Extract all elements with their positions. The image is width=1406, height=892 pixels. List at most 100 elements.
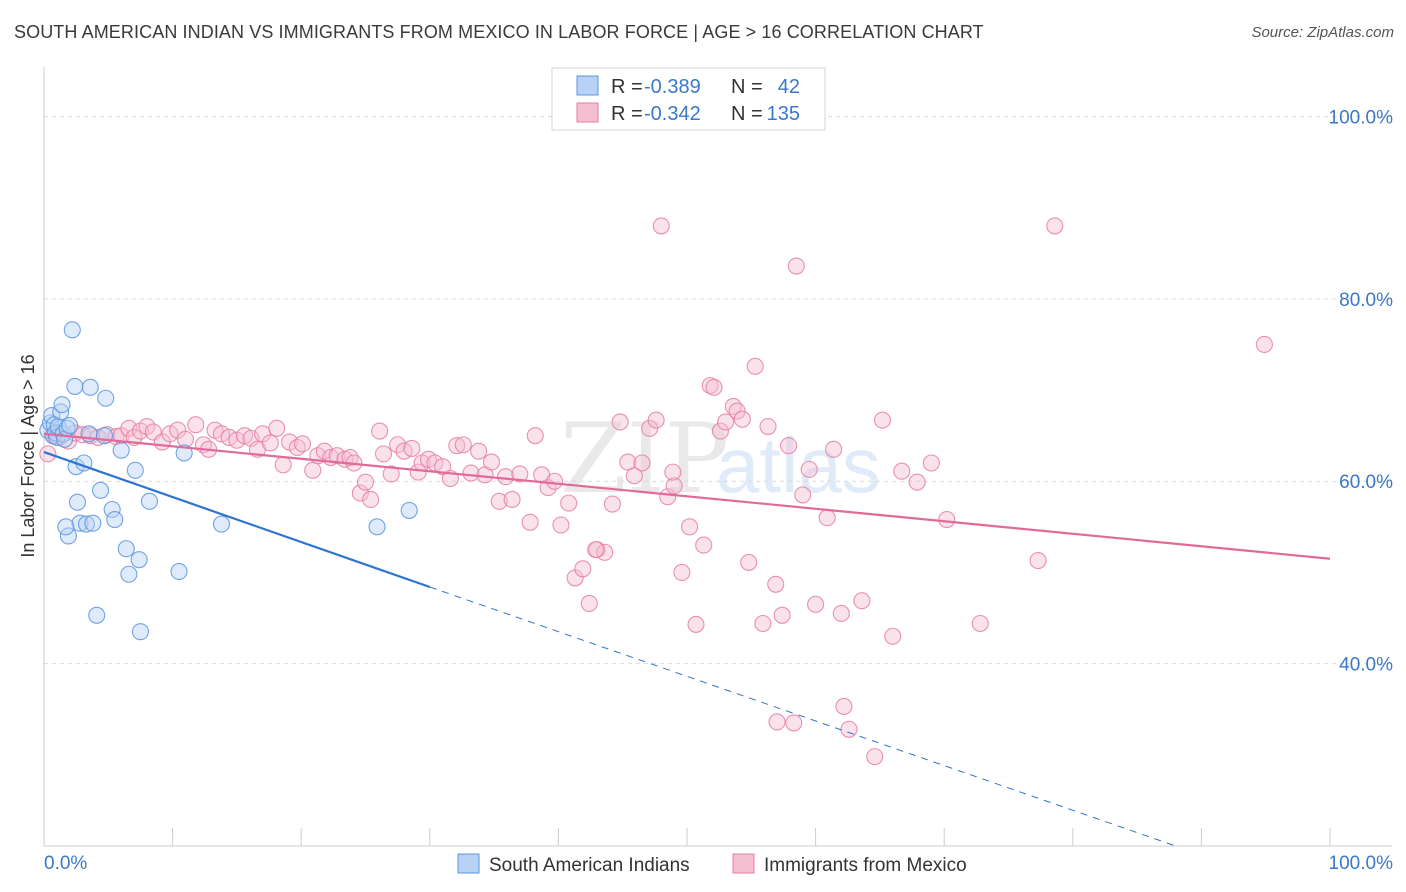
data-point — [625, 467, 643, 485]
series-legend: South American Indians Immigrants from M… — [457, 853, 967, 876]
data-point — [853, 592, 871, 610]
axes — [43, 67, 1392, 847]
data-point — [825, 440, 843, 458]
data-point — [711, 422, 729, 440]
data-point — [652, 217, 670, 235]
y-tick-label: 100.0% — [1329, 107, 1394, 128]
data-point — [787, 257, 805, 275]
data-point — [434, 458, 452, 476]
data-point — [922, 454, 940, 472]
data-point — [574, 560, 592, 578]
data-point — [794, 486, 812, 504]
chart-title: SOUTH AMERICAN INDIAN VS IMMIGRANTS FROM… — [14, 22, 984, 42]
legend-n-label-pink: N = — [731, 103, 763, 125]
data-point — [619, 453, 637, 471]
data-point — [170, 562, 188, 581]
data-point — [873, 411, 892, 429]
data-point — [603, 495, 621, 513]
bottom-legend-swatch-blue — [457, 853, 480, 874]
data-point — [130, 551, 148, 569]
data-point — [61, 417, 79, 435]
data-point — [545, 472, 564, 490]
data-point — [695, 536, 713, 554]
data-point — [112, 441, 130, 459]
data-point — [733, 410, 751, 428]
data-point — [884, 627, 902, 645]
data-point — [759, 417, 777, 436]
data-point — [773, 606, 791, 624]
x-ticks — [43, 828, 1331, 846]
data-point — [767, 575, 785, 593]
data-point — [673, 563, 691, 581]
data-point — [1029, 552, 1047, 570]
y-tick-label: 80.0% — [1339, 290, 1393, 311]
data-point — [84, 514, 102, 532]
data-point — [274, 456, 292, 474]
data-point — [647, 411, 665, 429]
data-point — [120, 565, 138, 583]
data-point — [117, 540, 135, 558]
data-point — [268, 419, 286, 437]
data-point — [552, 516, 570, 534]
trend-lines — [43, 432, 1331, 847]
data-point — [97, 389, 115, 407]
data-point — [587, 541, 605, 559]
legend-r-label-blue: R = — [611, 76, 643, 98]
data-point — [371, 422, 389, 440]
data-point — [746, 357, 764, 375]
data-point — [664, 463, 682, 481]
data-point — [580, 594, 598, 612]
data-point — [470, 442, 488, 460]
data-point — [77, 515, 95, 533]
data-point — [497, 468, 515, 486]
data-point — [490, 492, 508, 510]
data-point — [389, 436, 407, 454]
data-point — [140, 492, 159, 510]
data-point — [768, 713, 786, 731]
data-point — [409, 463, 427, 481]
data-point — [448, 437, 466, 455]
data-point — [785, 714, 803, 732]
data-point — [368, 518, 386, 536]
data-point — [212, 515, 231, 533]
data-point — [131, 623, 149, 641]
data-point — [66, 377, 84, 395]
data-point — [261, 434, 279, 452]
data-point — [687, 615, 705, 633]
data-point — [866, 748, 884, 766]
data-point — [52, 403, 70, 421]
data-point — [659, 488, 677, 506]
y-tick-label: 40.0% — [1339, 655, 1393, 676]
data-point — [482, 453, 501, 471]
data-point — [840, 720, 858, 738]
data-point — [400, 501, 418, 519]
data-point — [53, 396, 71, 414]
bottom-legend-swatch-pink — [732, 853, 755, 874]
data-point — [835, 697, 853, 716]
data-point — [88, 606, 106, 624]
trend-line-immigrants-from-mexico — [43, 432, 1331, 560]
legend-n-value-blue: 42 — [778, 76, 800, 98]
data-point — [1255, 335, 1273, 354]
data-point — [187, 416, 205, 434]
data-point — [454, 436, 472, 454]
data-point — [633, 454, 651, 472]
data-point — [938, 510, 956, 529]
legend-r-value-pink: -0.342 — [644, 103, 701, 125]
data-point — [462, 464, 480, 482]
data-point — [63, 321, 81, 339]
data-point — [560, 494, 578, 512]
data-point — [728, 402, 746, 420]
data-point — [717, 413, 735, 431]
trend-line-south-american-indians — [43, 451, 431, 589]
y-tick-label: 60.0% — [1339, 472, 1393, 493]
data-point — [971, 614, 989, 633]
x-tick-label-min: 0.0% — [44, 853, 87, 874]
data-point — [681, 518, 699, 536]
data-point — [800, 460, 818, 478]
data-point — [740, 553, 758, 571]
data-point — [351, 484, 369, 502]
data-point — [893, 462, 911, 480]
data-point — [807, 595, 825, 613]
